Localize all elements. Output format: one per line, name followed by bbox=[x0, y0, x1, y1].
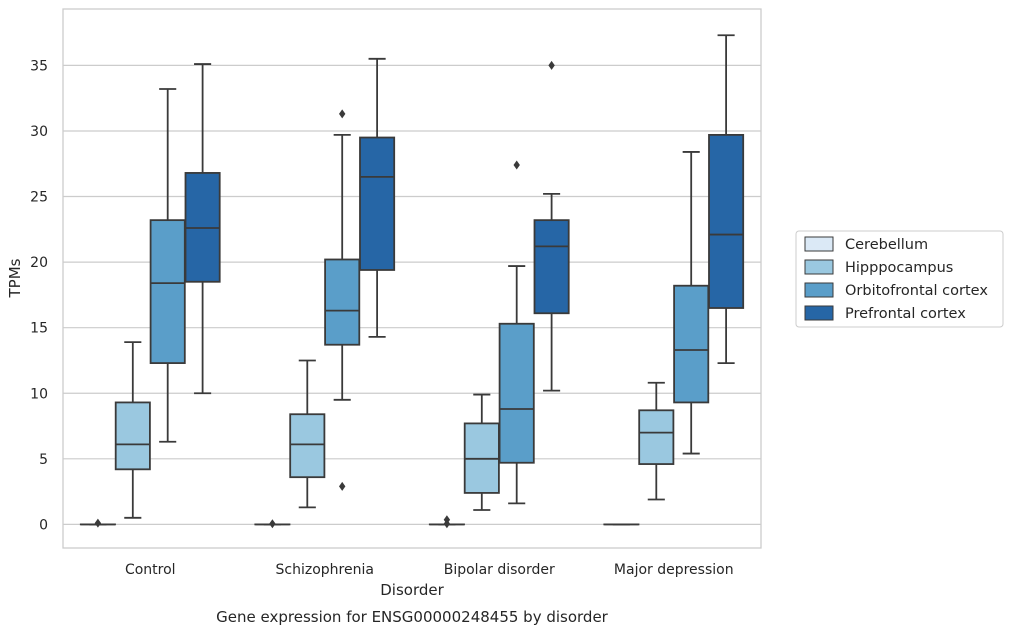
outlier-point bbox=[269, 519, 276, 529]
box-body bbox=[114, 401, 151, 471]
y-tick-labels: 0 5 10 15 20 25 30 35 bbox=[30, 58, 48, 533]
box-groups bbox=[79, 34, 745, 529]
outlier-point bbox=[548, 60, 555, 70]
x-tick-label: Bipolar disorder bbox=[444, 562, 555, 578]
legend-swatch bbox=[804, 236, 834, 252]
y-tick-label: 15 bbox=[30, 321, 48, 337]
box-body bbox=[149, 219, 186, 364]
legend-label: Prefrontal cortex bbox=[845, 306, 966, 322]
x-axis-title: Disorder bbox=[380, 581, 444, 599]
y-tick-label: 30 bbox=[30, 124, 48, 140]
outlier-point bbox=[339, 481, 346, 491]
box-hipppocampus bbox=[114, 341, 151, 519]
legend-label: Cerebellum bbox=[845, 237, 928, 253]
outlier-point bbox=[443, 515, 451, 525]
box-orbitofrontal-cortex bbox=[498, 160, 535, 505]
box-hipppocampus bbox=[463, 393, 500, 511]
box-body bbox=[708, 133, 745, 309]
box-body bbox=[638, 409, 675, 465]
box-cerebellum bbox=[254, 519, 291, 529]
box-orbitofrontal-cortex bbox=[324, 109, 361, 491]
y-axis-title: TPMs bbox=[6, 258, 24, 298]
legend-label: Orbitofrontal cortex bbox=[845, 283, 988, 299]
box-cerebellum bbox=[428, 515, 465, 529]
y-tick-label: 20 bbox=[30, 255, 48, 271]
box-orbitofrontal-cortex bbox=[149, 88, 186, 443]
y-tick-label: 35 bbox=[30, 58, 48, 74]
x-tick-label: Major depression bbox=[614, 562, 734, 578]
box-prefrontal-cortex bbox=[708, 34, 745, 364]
box-body bbox=[673, 284, 710, 404]
box-body bbox=[324, 258, 361, 346]
chart-title: Gene expression for ENSG00000248455 by d… bbox=[216, 608, 609, 626]
box-prefrontal-cortex bbox=[533, 60, 570, 392]
box-orbitofrontal-cortex bbox=[673, 151, 710, 455]
box-hipppocampus bbox=[289, 359, 326, 509]
legend: Cerebellum Hipppocampus Orbitofrontal cort… bbox=[795, 230, 1004, 328]
y-tick-label: 5 bbox=[39, 452, 48, 468]
box-body bbox=[359, 136, 396, 271]
outlier-point bbox=[94, 518, 102, 528]
box-cerebellum bbox=[79, 518, 116, 528]
legend-swatch bbox=[804, 305, 834, 321]
x-tick-label: Schizophrenia bbox=[276, 562, 374, 578]
box-body bbox=[498, 322, 535, 464]
x-tick-labels: Control Schizophrenia Bipolar disorder Majo… bbox=[125, 562, 734, 578]
legend-label: Hipppocampus bbox=[845, 260, 953, 276]
outlier-point bbox=[513, 160, 520, 170]
y-tick-label: 25 bbox=[30, 190, 48, 206]
y-tick-label: 10 bbox=[30, 386, 48, 402]
x-tick-label: Control bbox=[125, 562, 176, 578]
box-prefrontal-cortex bbox=[184, 63, 221, 395]
box-body bbox=[533, 219, 570, 315]
legend-swatch bbox=[804, 259, 834, 275]
box-hipppocampus bbox=[638, 381, 675, 501]
box-prefrontal-cortex bbox=[359, 57, 396, 338]
y-tick-label: 0 bbox=[39, 517, 48, 533]
legend-swatch bbox=[804, 282, 834, 298]
outlier-point bbox=[339, 109, 346, 119]
legend-frame bbox=[795, 230, 1004, 328]
box-body bbox=[289, 413, 326, 479]
plot-frame bbox=[62, 8, 762, 549]
